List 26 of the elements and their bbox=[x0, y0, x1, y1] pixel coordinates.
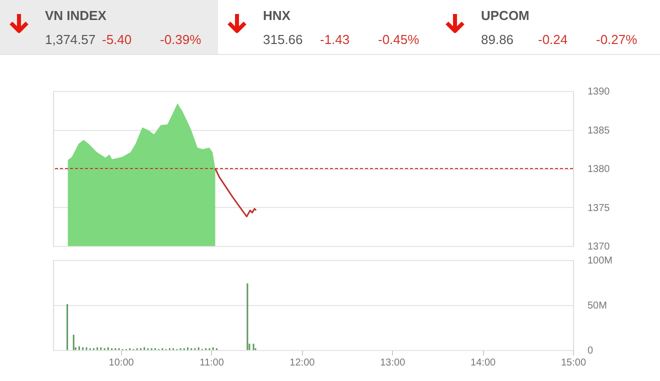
y-tick-label: 1390 bbox=[588, 86, 610, 98]
text: -0.45% bbox=[378, 32, 420, 47]
text: HNX bbox=[263, 8, 290, 23]
text: -0.27% bbox=[596, 32, 638, 47]
x-tick-label: 11:00 bbox=[200, 358, 224, 368]
x-tick-label: 14:00 bbox=[470, 358, 496, 368]
text: 315.66 bbox=[263, 32, 303, 47]
text: VN INDEX bbox=[45, 8, 106, 23]
text: UPCOM bbox=[481, 8, 530, 23]
text: -5.40 bbox=[102, 32, 132, 47]
x-tick-label: 10:00 bbox=[108, 358, 134, 368]
text: -0.39% bbox=[160, 32, 202, 47]
x-tick-label: 12:00 bbox=[290, 358, 316, 368]
y-tick-label: 1380 bbox=[588, 164, 610, 175]
y-tick-label: 50M bbox=[588, 300, 607, 312]
text: -0.24 bbox=[538, 32, 568, 47]
y-tick-label: 1370 bbox=[588, 242, 610, 252]
text: 89.86 bbox=[481, 32, 514, 47]
text: -1.43 bbox=[320, 32, 350, 47]
text: 1,374.57 bbox=[45, 32, 96, 47]
x-tick-label: 15:00 bbox=[560, 358, 586, 368]
y-tick-label: 1385 bbox=[588, 125, 610, 136]
y-tick-label: 0 bbox=[588, 346, 594, 356]
y-tick-label: 1375 bbox=[588, 202, 610, 214]
x-tick-label: 13:00 bbox=[380, 358, 406, 368]
y-tick-label: 100M bbox=[588, 256, 613, 266]
